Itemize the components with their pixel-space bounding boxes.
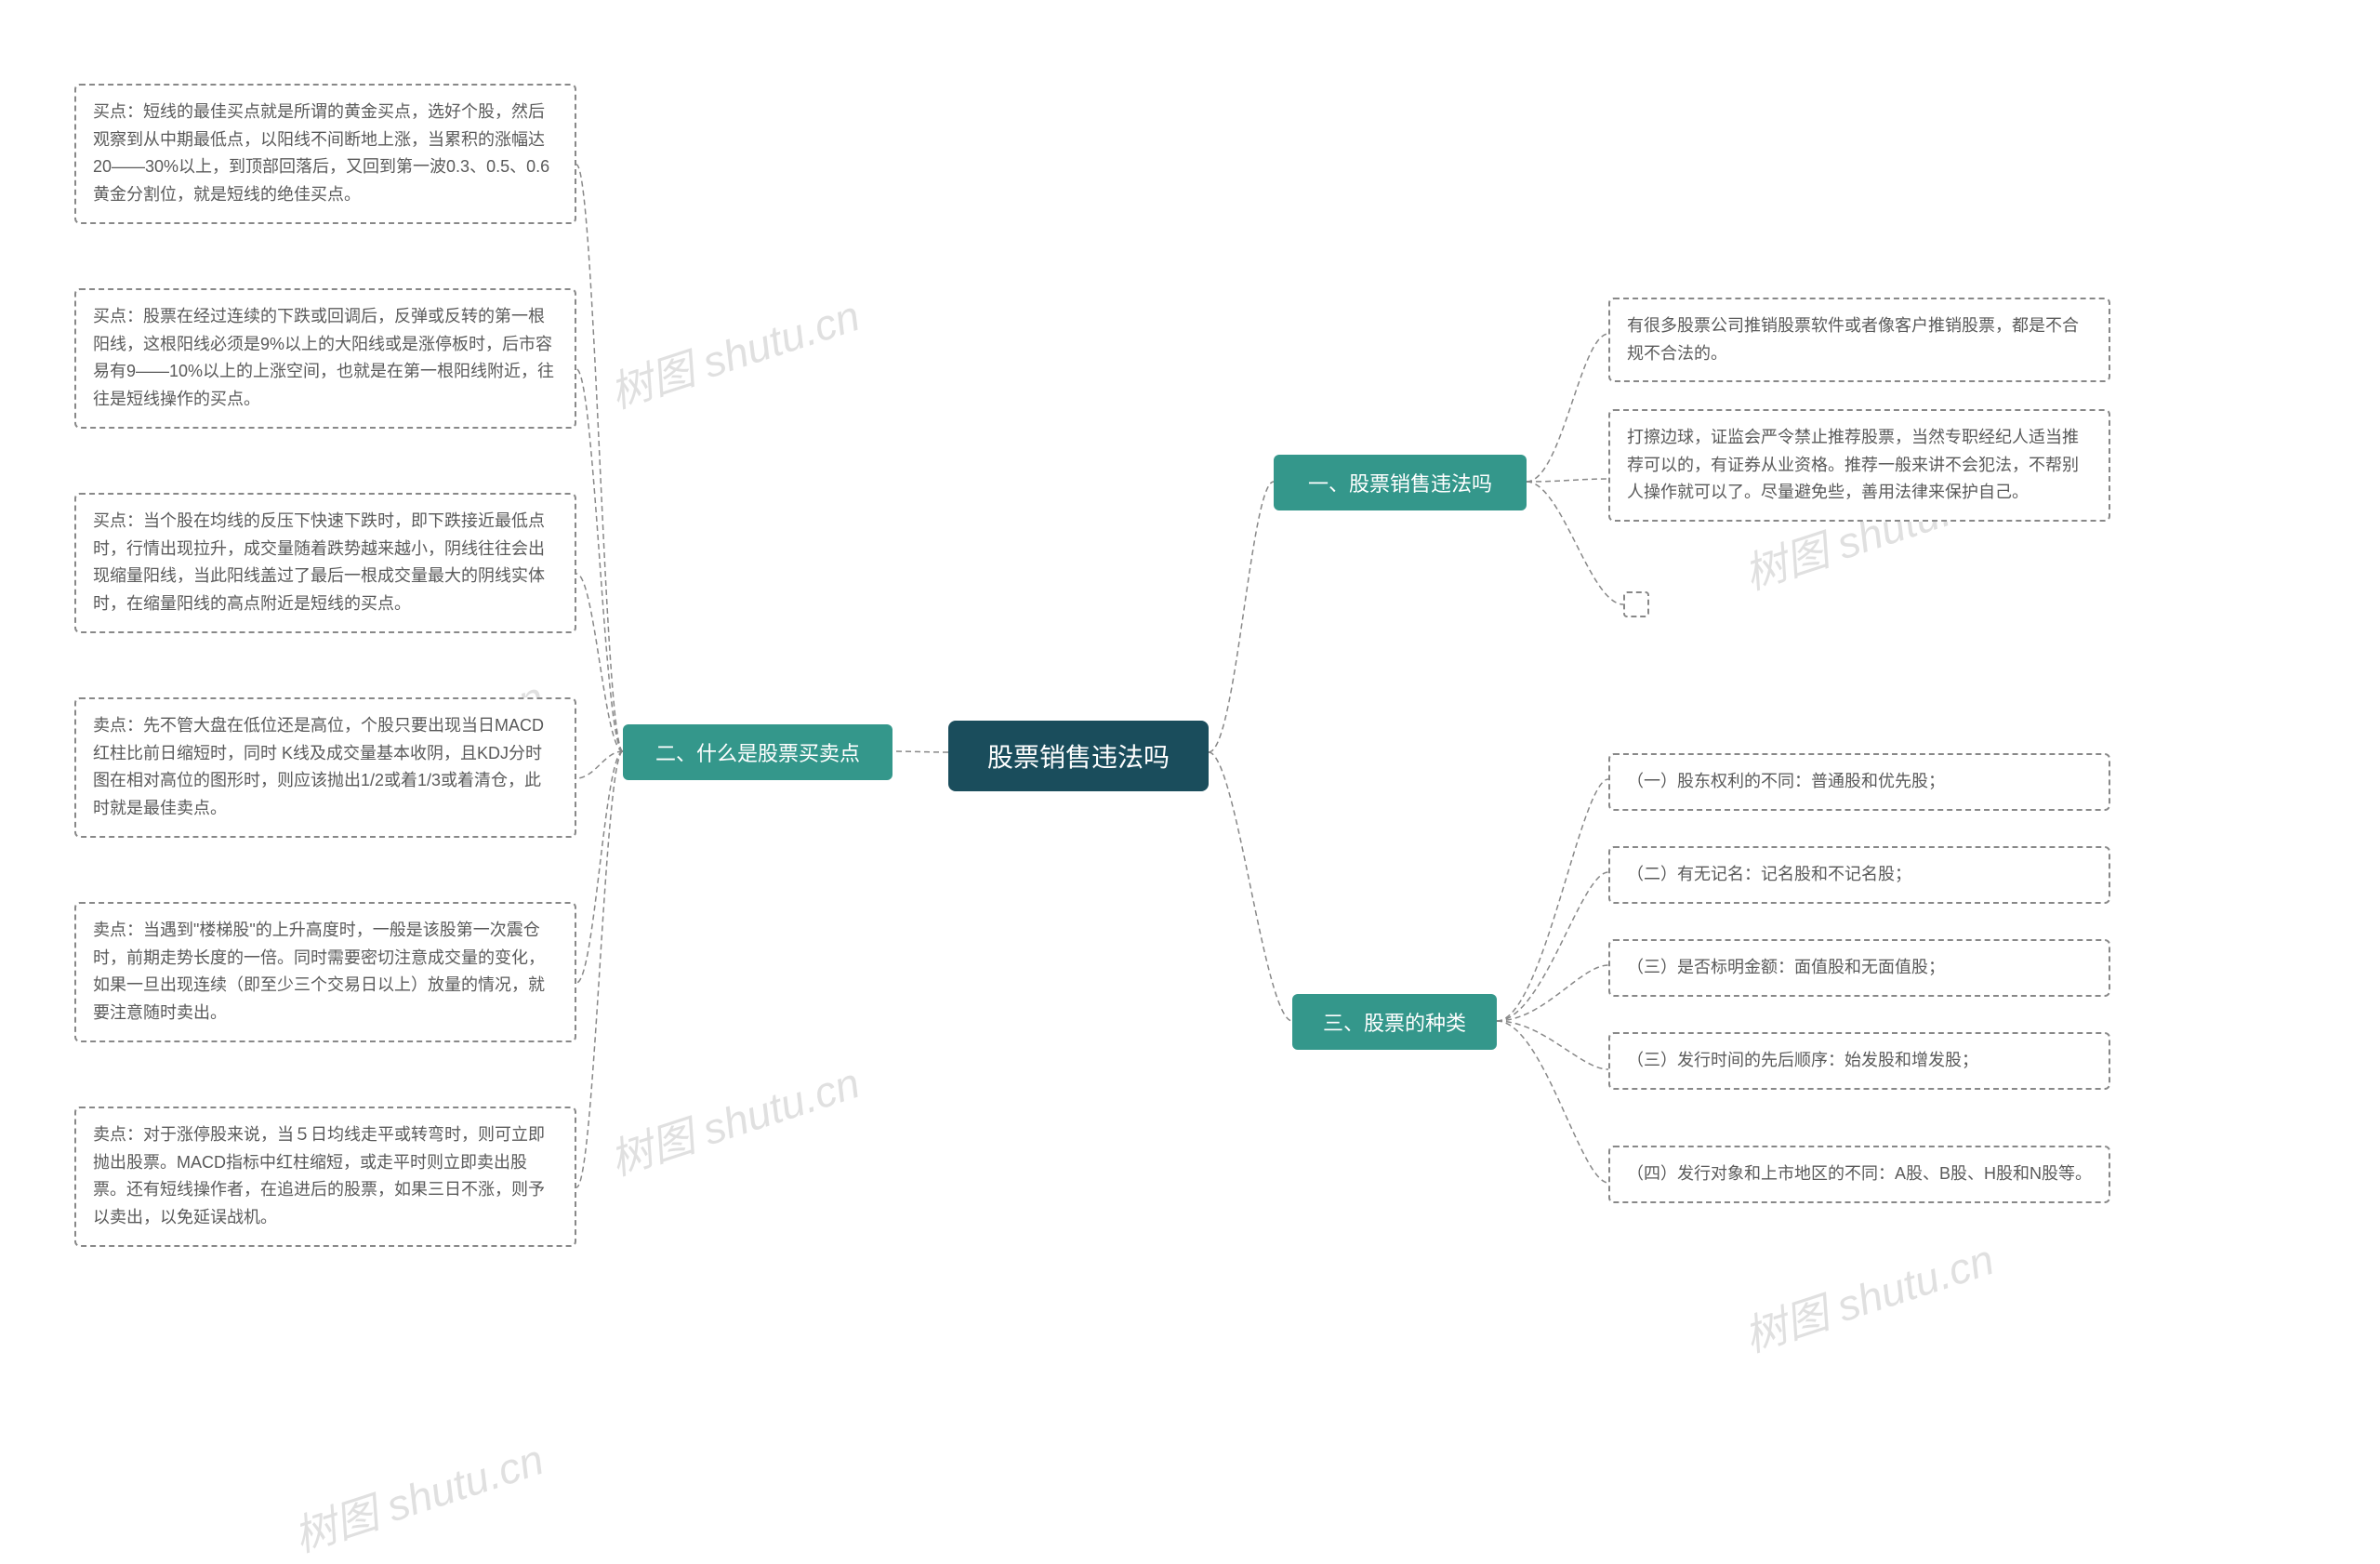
watermark: 树图 shutu.cn (1736, 1226, 2001, 1365)
leaf-illegal-2[interactable]: 打擦边球，证监会严令禁止推荐股票，当然专职经纪人适当推荐可以的，有证券从业资格。… (1608, 409, 2110, 522)
watermark: 树图 shutu.cn (285, 1426, 550, 1564)
leaf-sell-point-1[interactable]: 卖点：先不管大盘在低位还是高位，个股只要出现当日MACD红柱比前日缩短时，同时 … (74, 697, 576, 838)
leaf-type-1[interactable]: （一）股东权利的不同：普通股和优先股； (1608, 753, 2110, 811)
branch-right-2[interactable]: 三、股票的种类 (1292, 994, 1497, 1050)
leaf-type-5[interactable]: （四）发行对象和上市地区的不同：A股、B股、H股和N股等。 (1608, 1146, 2110, 1203)
branch-left[interactable]: 二、什么是股票买卖点 (623, 724, 892, 780)
leaf-buy-point-2[interactable]: 买点：股票在经过连续的下跌或回调后，反弹或反转的第一根阳线，这根阳线必须是9%以… (74, 288, 576, 429)
leaf-illegal-1[interactable]: 有很多股票公司推销股票软件或者像客户推销股票，都是不合规不合法的。 (1608, 298, 2110, 382)
leaf-type-2[interactable]: （二）有无记名：记名股和不记名股； (1608, 846, 2110, 904)
branch-right-1[interactable]: 一、股票销售违法吗 (1274, 455, 1527, 510)
leaf-sell-point-2[interactable]: 卖点：当遇到"楼梯股"的上升高度时，一般是该股第一次震仓时，前期走势长度的一倍。… (74, 902, 576, 1042)
leaf-sell-point-3[interactable]: 卖点：对于涨停股来说，当５日均线走平或转弯时，则可立即抛出股票。MACD指标中红… (74, 1107, 576, 1247)
watermark: 树图 shutu.cn (602, 1050, 866, 1188)
mindmap-canvas: 树图 shutu.cn 树图 shutu.cn 树图 shutu.cn 树图 s… (0, 0, 2380, 1540)
leaf-empty[interactable] (1623, 591, 1649, 617)
leaf-buy-point-1[interactable]: 买点：短线的最佳买点就是所谓的黄金买点，选好个股，然后观察到从中期最低点，以阳线… (74, 84, 576, 224)
watermark: 树图 shutu.cn (602, 283, 866, 421)
leaf-type-3[interactable]: （三）是否标明金额：面值股和无面值股； (1608, 939, 2110, 997)
center-node[interactable]: 股票销售违法吗 (948, 721, 1209, 791)
leaf-buy-point-3[interactable]: 买点：当个股在均线的反压下快速下跌时，即下跌接近最低点时，行情出现拉升，成交量随… (74, 493, 576, 633)
leaf-type-4[interactable]: （三）发行时间的先后顺序：始发股和增发股； (1608, 1032, 2110, 1090)
